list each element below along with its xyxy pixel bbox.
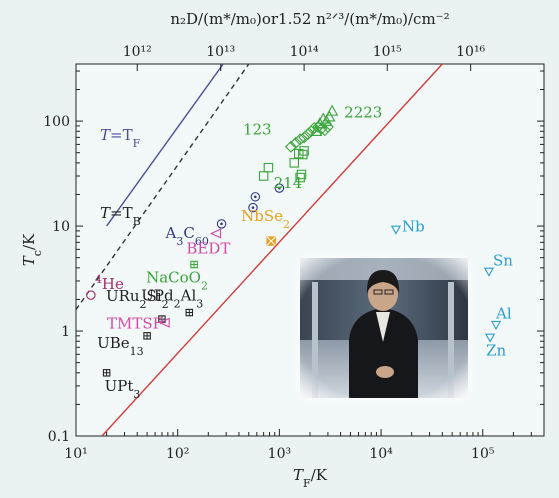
x-axis-title: TF/K	[293, 466, 328, 490]
line-tc-tf-bound	[101, 64, 443, 436]
circle-dot-marker	[274, 183, 285, 193]
square-marker	[298, 149, 308, 160]
line-t-t-f	[106, 64, 224, 227]
square-plus-cross	[186, 309, 193, 316]
series-label: 123	[243, 121, 272, 139]
top-tick-label: 10¹⁵	[373, 44, 402, 60]
series-label: 214	[274, 174, 303, 192]
series-label: UPt3	[105, 377, 141, 401]
x-tick-label: 10²	[166, 446, 189, 462]
top-tick-label: 10¹²	[123, 44, 152, 60]
square-plus-cross	[143, 332, 151, 340]
top-tick-label: 10¹⁴	[290, 44, 319, 60]
series-label: A3C60	[165, 224, 209, 248]
x-tick-label: 10⁵	[471, 446, 495, 462]
diamond-marker	[321, 120, 334, 133]
circle-dot-marker	[248, 202, 258, 213]
diamond-marker	[305, 125, 318, 138]
square-marker	[263, 162, 274, 173]
diamond-marker	[308, 122, 321, 134]
y-tick-label: 1	[61, 324, 70, 340]
series-label: 2223	[344, 103, 382, 121]
series-label: Sn	[493, 251, 513, 269]
line-label-tf: T=TF	[100, 126, 141, 150]
triangle-marker	[323, 110, 336, 122]
top-tick-label: 10¹³	[206, 44, 235, 60]
diamond-marker	[289, 136, 302, 149]
diamond-marker	[298, 131, 311, 144]
square-marker	[296, 169, 307, 180]
top-tick-label: 10¹⁶	[456, 44, 485, 60]
series-label: Al	[495, 305, 512, 323]
tri-down-marker	[484, 333, 496, 343]
diamond-marker	[312, 120, 325, 133]
tri-down-marker	[483, 267, 495, 277]
series-label: 4He	[95, 273, 124, 294]
series-label: TMTSF	[107, 315, 163, 333]
y-tick-label: 0.1	[48, 429, 70, 445]
circle-dot-center	[278, 186, 281, 190]
tri-left-marker	[158, 317, 170, 328]
series-label: Nb	[402, 217, 425, 235]
diamond-marker	[315, 122, 328, 135]
series-label: URu2Si2	[106, 287, 169, 311]
circle-dot-center	[254, 195, 257, 199]
series-label: NbSe2	[241, 207, 290, 231]
diamond-marker	[301, 128, 314, 141]
top-axis-title: n₂D/(m*/m₀)or1.52 n²ᐟ³/(m*/m₀)/cm⁻²	[170, 10, 449, 28]
x-tick-label: 10¹	[64, 446, 87, 462]
x-tick-label: 10³	[268, 446, 291, 462]
diamond-marker	[284, 140, 297, 153]
square-marker	[289, 158, 299, 168]
diamond-marker	[318, 124, 331, 137]
y-tick-label: 10	[52, 219, 70, 235]
square-x-cross	[266, 236, 276, 246]
circle-dot-marker	[216, 219, 227, 229]
series-label: Zn	[486, 341, 506, 359]
square-plus-cross	[103, 369, 110, 377]
diamond-marker	[294, 133, 307, 146]
series-label: NaCoO2	[146, 269, 208, 293]
x-tick-label: 10⁴	[369, 446, 393, 462]
circle-dot-center	[220, 222, 223, 226]
series-label: UBe13	[97, 334, 144, 358]
inset-photo	[300, 258, 468, 398]
y-tick-label: 100	[43, 114, 70, 130]
tri-down-marker	[390, 225, 402, 235]
series-label: BEDT	[186, 239, 230, 257]
tri-down-marker	[490, 320, 502, 330]
tri-left-marker	[209, 228, 222, 239]
y-axis-title: Tc/K	[20, 233, 44, 266]
circle-marker	[86, 290, 96, 300]
square-marker	[258, 171, 269, 181]
line-label-tb: T=TB	[100, 204, 141, 228]
series-label: UPd2Al3	[141, 287, 203, 311]
circle-dot-marker	[250, 192, 261, 202]
square-marker	[299, 146, 309, 156]
square-marker	[295, 172, 305, 183]
square-plus-cross	[190, 261, 198, 268]
triangle-marker	[325, 104, 339, 116]
circle-dot-center	[251, 206, 255, 209]
